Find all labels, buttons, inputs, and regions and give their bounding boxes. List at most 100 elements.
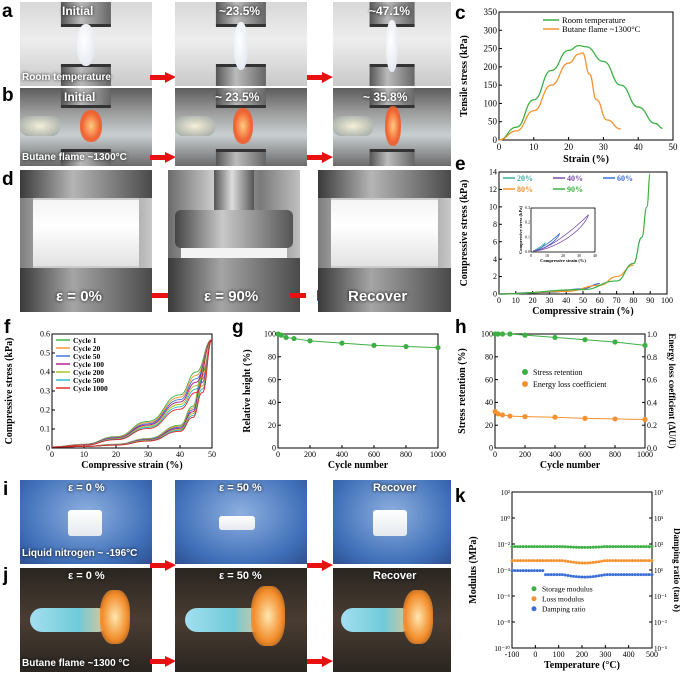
frame-label: ε = 50 % <box>219 570 262 582</box>
series-point <box>602 559 606 563</box>
legend-label: 20% <box>517 174 533 183</box>
panel-label-i: i <box>3 479 9 500</box>
arrow-icon <box>150 560 176 571</box>
x-tick-label: 50 <box>669 142 679 152</box>
y-tick-label: 10⁻⁶ <box>497 593 511 601</box>
series-point <box>527 559 531 563</box>
series-point <box>591 575 595 579</box>
photo-d1: ε = 0% <box>20 170 152 312</box>
series-point <box>507 413 513 419</box>
y-axis-title: Stress retention (%) <box>457 348 468 434</box>
legend-label: Cycle 50 <box>73 352 101 361</box>
series-point <box>616 573 620 577</box>
y-tick-label: 100 <box>484 98 498 108</box>
series-point <box>642 416 648 423</box>
middle-charts: 0 10 20 30 40 50 0 0.1 0.2 0.3 0.4 0.5 0.6 Compressiv… <box>4 330 446 471</box>
series-point <box>644 559 648 563</box>
panel-label-a: a <box>2 1 13 22</box>
series-point <box>435 345 441 351</box>
series-point <box>563 573 567 577</box>
x-tick-label: 80 <box>629 296 637 305</box>
y-tick-label: 250 <box>484 44 498 54</box>
x-tick-label: 0 <box>50 450 54 459</box>
series-point <box>530 569 534 573</box>
x-tick-label: 400 <box>549 450 561 459</box>
series-point <box>521 569 525 573</box>
series-point <box>499 412 506 418</box>
y-tick-label: 0 <box>489 444 493 453</box>
y-axis-title: Compressive stress (kPa) <box>4 338 15 445</box>
panel-label-d: d <box>2 169 14 190</box>
series-point <box>524 545 528 549</box>
panel-label-c: c <box>455 3 466 24</box>
series-point <box>569 560 573 564</box>
panel-label-e: e <box>455 154 466 175</box>
x-tick-label: 50 <box>579 296 587 305</box>
y2-tick-label: 10⁻⁵ <box>654 645 668 653</box>
y-tick-label: 150 <box>484 80 498 90</box>
photo-b3: ~ 35.8% <box>333 88 451 166</box>
panel-label-k: k <box>455 486 466 507</box>
series-point <box>580 575 584 579</box>
series-point <box>532 545 536 549</box>
x-tick-label: 50 <box>208 450 216 459</box>
series-point <box>527 569 531 573</box>
series-point <box>612 416 618 422</box>
series-point <box>563 559 567 563</box>
series-point <box>628 559 632 563</box>
series-point <box>574 545 578 549</box>
x-tick-label: 200 <box>519 450 531 459</box>
series-point <box>622 545 626 549</box>
series-point <box>586 545 590 549</box>
legend-swatch <box>522 381 528 387</box>
x-tick-label: 0 <box>533 650 537 659</box>
series-point <box>628 573 632 577</box>
frame-label: ~47.1% <box>369 4 411 18</box>
series-point <box>636 559 640 563</box>
series-point <box>616 545 620 549</box>
photo-j1: ε = 0 % Butane flame ~1300 °C <box>20 568 152 672</box>
series-point <box>644 545 648 549</box>
series-point <box>510 569 514 573</box>
series-point <box>546 559 550 563</box>
x-axis-title: Compressive strain (%) <box>81 460 182 471</box>
series-point <box>566 559 570 563</box>
series-point <box>546 573 550 577</box>
series-point <box>510 545 514 549</box>
y2-tick-label: 0.4 <box>647 398 657 407</box>
series-point <box>650 545 654 549</box>
series-point <box>588 575 592 579</box>
photo-j2: ε = 50 % <box>175 568 307 672</box>
x-axis-title: Temperature (°C) <box>544 660 620 671</box>
photo-i3: Recover <box>333 480 451 564</box>
y-tick-label: 0 <box>493 135 498 145</box>
series-point <box>594 574 598 578</box>
photo-b2: ~ 23.5% <box>175 88 307 166</box>
frame-label: ε = 50 % <box>219 482 262 494</box>
x-tick-label: 70 <box>613 296 621 305</box>
legend-label: Loss modulus <box>542 595 584 604</box>
series-point <box>516 559 520 563</box>
series-point <box>572 574 576 578</box>
inset-x-tick-label: 10 <box>545 253 549 258</box>
series-point <box>577 561 581 565</box>
x-tick-label: 40 <box>562 296 570 305</box>
arrow-icon <box>307 72 333 83</box>
series-point <box>538 559 542 563</box>
x-tick-label: 1000 <box>637 450 653 459</box>
photo-i2: ε = 50 % <box>175 480 307 564</box>
series-point <box>538 545 542 549</box>
y-tick-label: 4 <box>493 255 497 264</box>
series-point <box>586 561 590 565</box>
y-tick-label: 10² <box>501 489 510 497</box>
photo-a3: ~47.1% <box>333 2 451 86</box>
series-point <box>619 573 623 577</box>
y-tick-label: 0 <box>46 444 50 453</box>
y-axis-title: Relative height (%) <box>242 349 253 432</box>
y-tick-label: 350 <box>484 7 498 17</box>
legend-label: 40% <box>567 174 583 183</box>
x-tick-label: 40 <box>634 142 644 152</box>
y-tick-label: 0.2 <box>40 406 50 415</box>
series-point <box>558 559 562 563</box>
